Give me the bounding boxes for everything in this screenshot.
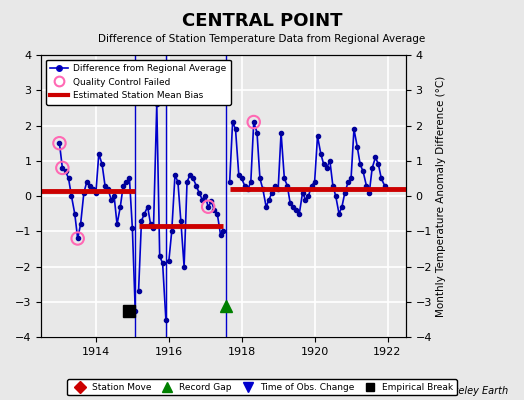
- Legend: Station Move, Record Gap, Time of Obs. Change, Empirical Break: Station Move, Record Gap, Time of Obs. C…: [67, 379, 457, 396]
- Point: [204, 204, 212, 210]
- Legend: Difference from Regional Average, Quality Control Failed, Estimated Station Mean: Difference from Regional Average, Qualit…: [46, 60, 231, 104]
- Point: [58, 165, 67, 171]
- Point: [73, 235, 82, 242]
- Text: Difference of Station Temperature Data from Regional Average: Difference of Station Temperature Data f…: [99, 34, 425, 44]
- Text: Berkeley Earth: Berkeley Earth: [436, 386, 508, 396]
- Text: CENTRAL POINT: CENTRAL POINT: [182, 12, 342, 30]
- Y-axis label: Monthly Temperature Anomaly Difference (°C): Monthly Temperature Anomaly Difference (…: [436, 76, 446, 317]
- Point: [55, 140, 63, 146]
- Point: [249, 119, 258, 125]
